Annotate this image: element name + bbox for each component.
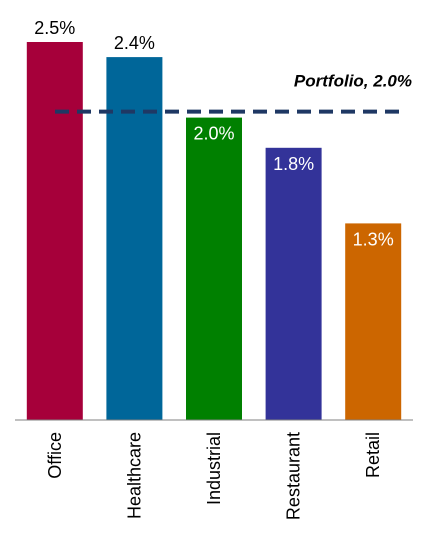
bar-office: [26, 42, 83, 420]
value-label-office: 2.5%: [34, 18, 75, 38]
category-label-office: Office: [45, 432, 65, 479]
value-label-retail: 1.3%: [353, 229, 394, 249]
category-label-retail: Retail: [363, 432, 383, 478]
value-labels-group: 2.5% 2.4% 2.0% 1.8% 1.3%: [34, 18, 393, 249]
bar-restaurant: [265, 147, 322, 421]
category-labels-group: Office Healthcare Industrial Restaurant Reta…: [45, 432, 383, 520]
bar-retail: [345, 223, 402, 420]
category-label-industrial: Industrial: [204, 432, 224, 505]
category-label-restaurant: Restaurant: [284, 432, 304, 520]
value-label-restaurant: 1.8%: [273, 154, 314, 174]
category-label-healthcare: Healthcare: [124, 432, 144, 519]
bar-industrial: [186, 117, 242, 420]
bars-group: [26, 42, 402, 421]
portfolio-reference-label: Portfolio, 2.0%: [294, 72, 412, 91]
bar-healthcare: [106, 57, 163, 420]
value-label-healthcare: 2.4%: [114, 33, 155, 53]
value-label-industrial: 2.0%: [193, 124, 234, 144]
